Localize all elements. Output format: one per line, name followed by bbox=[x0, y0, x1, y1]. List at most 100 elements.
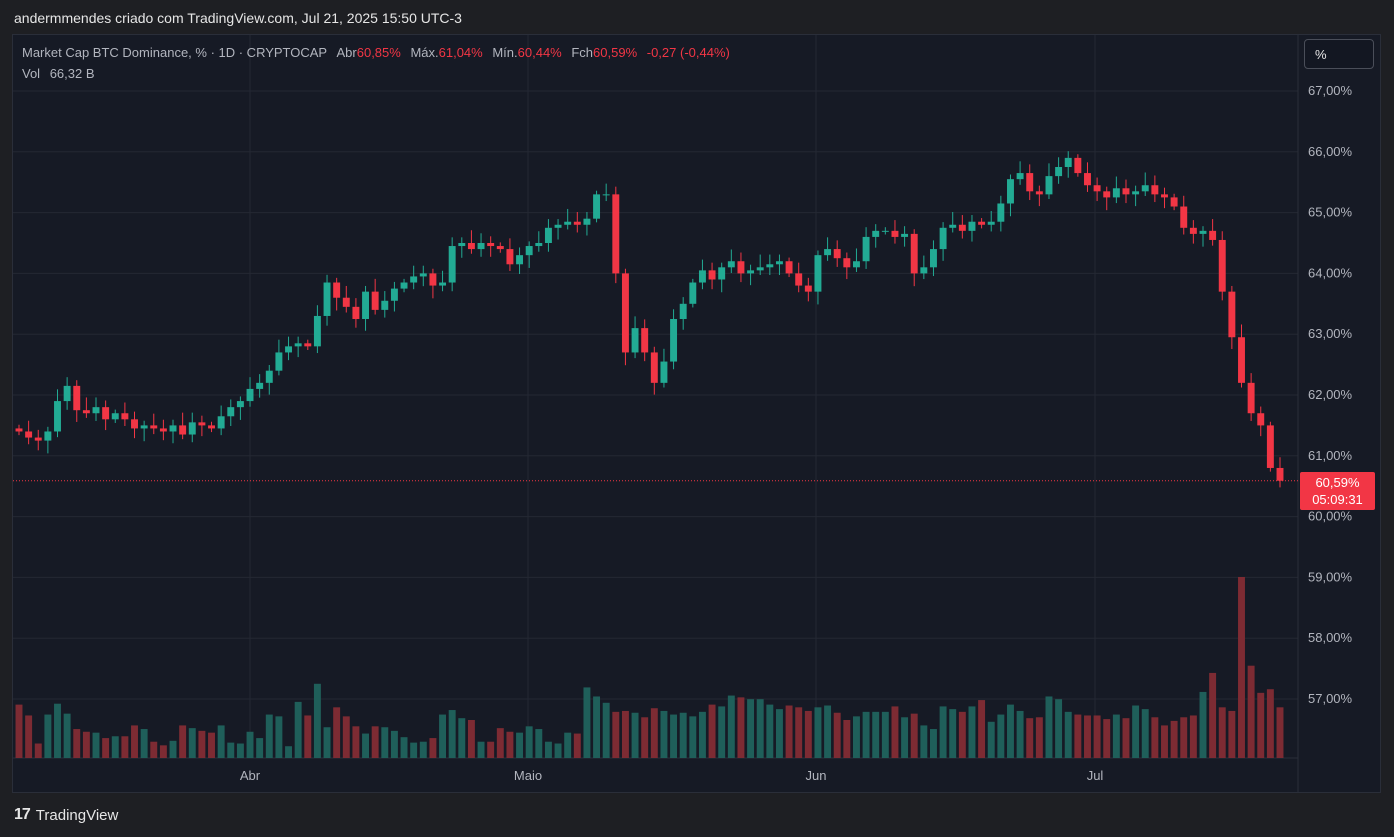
candle-body bbox=[737, 261, 745, 274]
volume-bar bbox=[140, 729, 148, 758]
volume-bar bbox=[1122, 718, 1130, 758]
candle-body bbox=[1238, 337, 1245, 383]
volume-bar bbox=[824, 705, 832, 758]
volume-bar bbox=[1074, 714, 1082, 758]
volume-bar bbox=[102, 738, 110, 758]
volume-bar bbox=[593, 696, 601, 758]
y-tick-label: 60,00% bbox=[1308, 509, 1353, 524]
candle-body bbox=[968, 221, 976, 231]
volume-bar bbox=[939, 706, 947, 758]
y-tick-label: 64,00% bbox=[1308, 265, 1353, 280]
volume-bar bbox=[525, 726, 533, 758]
volume-bar bbox=[631, 712, 639, 758]
volume-label[interactable]: Vol bbox=[22, 66, 41, 81]
candle-body bbox=[872, 230, 880, 237]
x-tick-label: Maio bbox=[514, 768, 542, 783]
last-price-value: 60,59% bbox=[1315, 475, 1360, 490]
volume-bar bbox=[227, 742, 235, 758]
candle-body bbox=[689, 282, 697, 304]
candle-body bbox=[891, 230, 899, 237]
volume-bar bbox=[737, 697, 745, 758]
low-value: 60,44% bbox=[517, 45, 562, 60]
y-tick-label: 67,00% bbox=[1308, 83, 1353, 98]
candle-body bbox=[1026, 173, 1034, 192]
percent-scale-button[interactable]: % bbox=[1304, 39, 1374, 69]
volume-bar bbox=[1035, 717, 1043, 758]
change-value: -0,27 (-0,44%) bbox=[646, 45, 730, 60]
candle-body bbox=[987, 221, 995, 225]
candle-body bbox=[159, 428, 167, 432]
volume-bar bbox=[111, 736, 119, 758]
candle-body bbox=[246, 388, 254, 402]
candle-body bbox=[997, 203, 1005, 222]
candle-body bbox=[910, 233, 918, 274]
candle-body bbox=[1199, 230, 1207, 234]
volume-bar bbox=[458, 718, 466, 758]
volume-bar bbox=[304, 715, 312, 758]
volume-bar bbox=[1045, 696, 1053, 758]
volume-bar bbox=[862, 711, 870, 758]
candle-body bbox=[410, 276, 418, 283]
candle-body bbox=[708, 270, 716, 280]
volume-bar bbox=[727, 695, 735, 758]
volume-bar bbox=[987, 721, 995, 758]
candle-body bbox=[400, 282, 408, 289]
volume-bar bbox=[342, 716, 350, 758]
volume-bar bbox=[44, 714, 52, 758]
candle-body bbox=[795, 273, 803, 286]
candle-body bbox=[1093, 185, 1101, 192]
candle-body bbox=[881, 230, 889, 232]
candle-body bbox=[621, 273, 629, 353]
candle-body bbox=[92, 407, 100, 414]
candle-body bbox=[448, 246, 456, 283]
candle-body bbox=[304, 343, 312, 347]
volume-bar bbox=[891, 706, 899, 758]
volume-bar bbox=[1141, 709, 1149, 758]
candle-body bbox=[419, 273, 427, 277]
candle-body bbox=[15, 428, 23, 432]
candle-body bbox=[958, 224, 966, 231]
volume-bar bbox=[390, 730, 398, 758]
candle-body bbox=[901, 233, 909, 237]
candle-body bbox=[1122, 188, 1130, 195]
volume-bar bbox=[766, 704, 774, 758]
candle-body bbox=[371, 291, 379, 310]
candle-body bbox=[1016, 173, 1024, 180]
candle-body bbox=[54, 401, 61, 432]
volume-bar bbox=[1084, 715, 1091, 758]
candle-body bbox=[111, 413, 119, 420]
volume-bar bbox=[313, 683, 321, 758]
symbol-name[interactable]: Market Cap BTC Dominance, % · 1D · CRYPT… bbox=[22, 45, 327, 60]
volume-bar bbox=[265, 714, 273, 758]
volume-bar bbox=[275, 716, 283, 758]
candle-body bbox=[198, 422, 206, 426]
bar-countdown: 05:09:31 bbox=[1312, 492, 1363, 507]
volume-bar bbox=[419, 741, 427, 758]
candle-body bbox=[1084, 173, 1091, 186]
candle-body bbox=[487, 243, 495, 247]
volume-bar bbox=[208, 732, 215, 758]
volume-bar bbox=[371, 726, 379, 758]
x-tick-label: Jun bbox=[806, 768, 827, 783]
candle-body bbox=[516, 255, 524, 265]
candle-body bbox=[949, 224, 957, 228]
volume-bar bbox=[381, 727, 389, 758]
volume-bar bbox=[217, 725, 225, 758]
volume-bar bbox=[660, 710, 668, 758]
volume-bar bbox=[650, 708, 658, 758]
candle-body bbox=[1228, 291, 1236, 338]
candle-body bbox=[1170, 197, 1178, 207]
candle-body bbox=[1132, 191, 1140, 195]
candle-body bbox=[1218, 239, 1226, 292]
volume-bar bbox=[1218, 707, 1226, 758]
candle-body bbox=[833, 249, 841, 259]
candle-body bbox=[1007, 179, 1014, 204]
candle-body bbox=[756, 267, 764, 271]
candle-body bbox=[44, 431, 52, 441]
volume-bar bbox=[997, 714, 1005, 758]
footer-brand[interactable]: 17 TradingView bbox=[14, 806, 118, 824]
last-price-tag: 60,59% 05:09:31 bbox=[1300, 472, 1375, 510]
candle-body bbox=[862, 236, 870, 262]
volume-bar bbox=[775, 709, 783, 758]
